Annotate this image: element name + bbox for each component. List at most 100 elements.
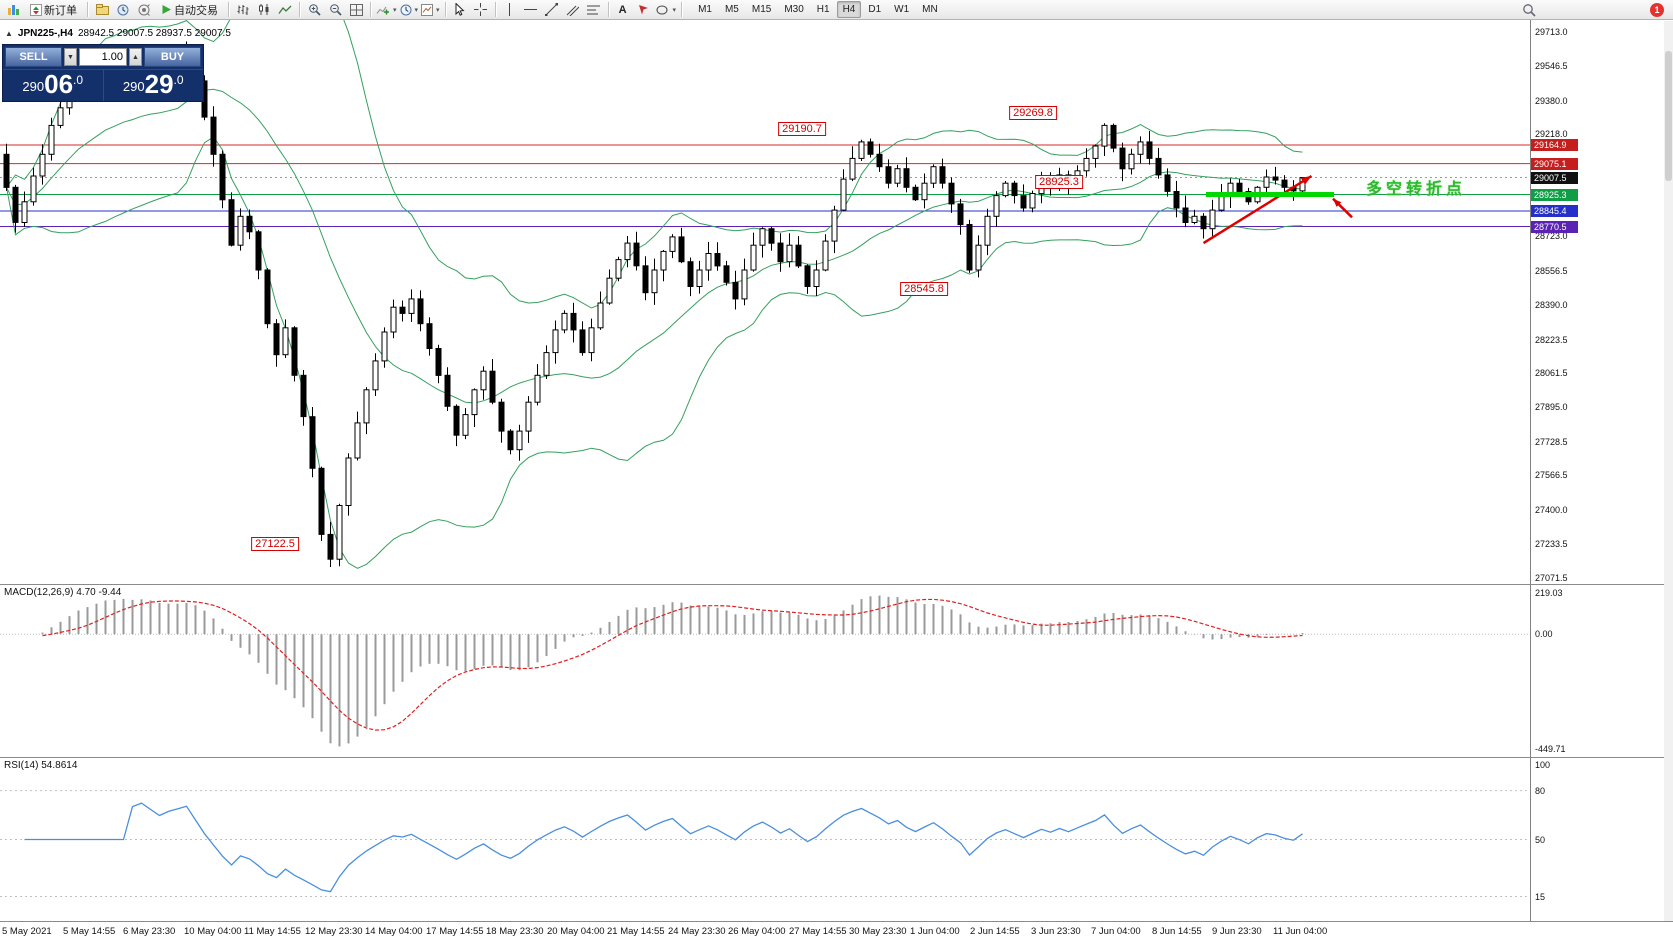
price-axis-label: 27728.5 bbox=[1535, 436, 1568, 447]
alerts-icon[interactable] bbox=[134, 1, 154, 19]
timeframe-h4[interactable]: H4 bbox=[836, 1, 862, 18]
timeframe-d1[interactable]: D1 bbox=[868, 4, 882, 15]
time-axis-label: 30 May 23:30 bbox=[849, 926, 907, 937]
price-callout-28545.8[interactable]: 28545.8 bbox=[900, 282, 948, 296]
buy-button[interactable]: BUY bbox=[144, 47, 201, 67]
scrollbar-thumb[interactable] bbox=[1665, 51, 1672, 181]
price-axis-label: 27233.5 bbox=[1535, 539, 1568, 549]
vertical-scrollbar[interactable] bbox=[1664, 21, 1673, 921]
new-order-icon bbox=[30, 3, 42, 16]
indicators-list-button[interactable]: ▾ bbox=[375, 1, 398, 19]
price-axis-label: 29713.0 bbox=[1535, 26, 1568, 37]
market-watch-icon[interactable] bbox=[113, 1, 133, 19]
price-callout-27122.5[interactable]: 27122.5 bbox=[251, 537, 299, 551]
arrow-label-icon[interactable] bbox=[634, 1, 654, 19]
volume-input[interactable] bbox=[79, 48, 127, 66]
zoom-out-icon[interactable] bbox=[325, 1, 345, 19]
timeframe-mn[interactable]: MN bbox=[922, 4, 938, 15]
horizontal-line-icon[interactable] bbox=[521, 1, 541, 19]
price-callout-29269.8[interactable]: 29269.8 bbox=[1009, 106, 1057, 120]
volume-decrease-button[interactable]: ▼ bbox=[64, 48, 77, 66]
time-axis[interactable]: 5 May 2021 5 May 14:55 6 May 23:30 10 May 0… bbox=[0, 922, 1673, 942]
main-chart-panel: ▲ JPN225-,H4 28942.5 29007.5 28937.5 290… bbox=[0, 0, 1673, 585]
crosshair-icon[interactable] bbox=[471, 1, 491, 19]
new-order-button[interactable]: 新订单 bbox=[24, 1, 83, 19]
time-axis-label: 27 May 14:55 bbox=[789, 926, 847, 937]
sell-button[interactable]: SELL bbox=[5, 47, 62, 67]
rsi-axis-label: 100 bbox=[1535, 760, 1551, 770]
price-axis-tag-29164.9: 29164.9 bbox=[1531, 139, 1578, 151]
price-callout-29190.7[interactable]: 29190.7 bbox=[778, 122, 826, 136]
volume-increase-button[interactable]: ▲ bbox=[129, 48, 142, 66]
line-chart-icon[interactable] bbox=[275, 1, 295, 19]
macd-canvas[interactable] bbox=[0, 585, 1530, 762]
time-axis-label: 6 May 23:30 bbox=[123, 926, 176, 937]
periods-button[interactable]: ▾ bbox=[399, 1, 420, 19]
fibonacci-retracement-icon[interactable] bbox=[584, 1, 604, 19]
toolbar-separator bbox=[607, 2, 609, 17]
rsi-canvas[interactable] bbox=[0, 758, 1530, 926]
timeframe-m30[interactable]: M30 bbox=[784, 4, 804, 15]
price-axis-tag-29007.5: 29007.5 bbox=[1531, 171, 1578, 184]
price-axis-label: 28723.0 bbox=[1535, 231, 1568, 242]
rsi-axis-label: 15 bbox=[1535, 891, 1546, 902]
rsi-axis[interactable]: 100 80 50 15 bbox=[1530, 758, 1673, 921]
toolbar-separator bbox=[370, 2, 371, 17]
chart-header: ▲ JPN225-,H4 28942.5 29007.5 28937.5 290… bbox=[5, 28, 231, 39]
toolbar-separator bbox=[494, 2, 496, 17]
cursor-icon[interactable] bbox=[450, 1, 470, 19]
zoom-in-icon[interactable] bbox=[304, 1, 324, 19]
time-axis-label: 14 May 04:00 bbox=[365, 926, 423, 937]
candlestick-chart-icon[interactable] bbox=[254, 1, 274, 19]
trendline-icon[interactable] bbox=[542, 1, 562, 19]
chart-symbol-period: JPN225-,H4 bbox=[17, 28, 73, 39]
main-chart-canvas[interactable] bbox=[0, 0, 1530, 589]
vertical-line-icon[interactable] bbox=[500, 1, 520, 19]
dropdown-arrow-icon: ▾ bbox=[393, 6, 397, 14]
price-axis[interactable]: 29713.0 29546.5 29380.0 29218.0 28723.0 28556… bbox=[1530, 20, 1673, 584]
macd-axis-label: 0.00 bbox=[1535, 629, 1553, 640]
tile-windows-icon[interactable] bbox=[346, 1, 366, 19]
notification-badge[interactable]: 1 bbox=[1650, 2, 1664, 17]
autotrading-play-icon bbox=[162, 5, 171, 14]
price-axis-tag-28925.3: 28925.3 bbox=[1531, 188, 1578, 201]
toolbar-separator bbox=[87, 2, 88, 17]
toolbar-separator bbox=[228, 2, 229, 17]
text-icon[interactable]: A bbox=[618, 3, 627, 16]
timeframe-m1[interactable]: M1 bbox=[698, 4, 712, 15]
timeframe-h1[interactable]: H1 bbox=[816, 4, 830, 15]
bar-chart-icon[interactable] bbox=[233, 1, 253, 19]
sell-price-tail: .0 bbox=[73, 73, 84, 87]
indicators-icon bbox=[376, 6, 389, 14]
price-axis-tag-28770.5: 28770.5 bbox=[1531, 220, 1578, 233]
autotrading-button[interactable]: 自动交易 bbox=[155, 1, 224, 19]
timeframe-m15[interactable]: M15 bbox=[751, 4, 772, 15]
price-callout-28925.3[interactable]: 28925.3 bbox=[1035, 175, 1083, 189]
bull-bear-turning-point-annotation[interactable]: 多空转折点 bbox=[1366, 181, 1467, 198]
price-axis-tag-29075.1: 29075.1 bbox=[1531, 157, 1578, 170]
buy-price-tail: .0 bbox=[173, 73, 184, 87]
rsi-axis-label: 50 bbox=[1535, 834, 1546, 845]
time-axis-label: 26 May 04:00 bbox=[728, 926, 786, 937]
periods-clock-icon bbox=[400, 4, 412, 15]
shapes-button[interactable]: ▾ bbox=[655, 1, 678, 19]
price-axis-label: 29218.0 bbox=[1535, 129, 1568, 139]
equidistant-channel-icon[interactable] bbox=[563, 1, 583, 19]
one-click-collapse-button[interactable]: ▲ bbox=[5, 29, 13, 38]
time-axis-label: 3 Jun 23:30 bbox=[1031, 926, 1081, 937]
macd-axis[interactable]: 219.03 0.00 -449.71 bbox=[1530, 585, 1673, 757]
new-order-label: 新订单 bbox=[44, 4, 77, 17]
time-axis-label: 10 May 04:00 bbox=[184, 926, 242, 937]
profiles-icon[interactable] bbox=[92, 1, 112, 19]
time-axis-label: 8 Jun 14:55 bbox=[1152, 926, 1202, 937]
timeframe-w1[interactable]: W1 bbox=[894, 4, 910, 15]
buy-price: 290 29.0 bbox=[102, 70, 204, 101]
toolbar-separator bbox=[681, 2, 683, 17]
timeframe-m5[interactable]: M5 bbox=[724, 4, 739, 15]
search-icon[interactable] bbox=[1519, 1, 1539, 19]
templates-button[interactable]: ▾ bbox=[420, 1, 441, 19]
autotrading-label: 自动交易 bbox=[174, 4, 218, 17]
price-axis-label: 28556.5 bbox=[1535, 265, 1568, 276]
